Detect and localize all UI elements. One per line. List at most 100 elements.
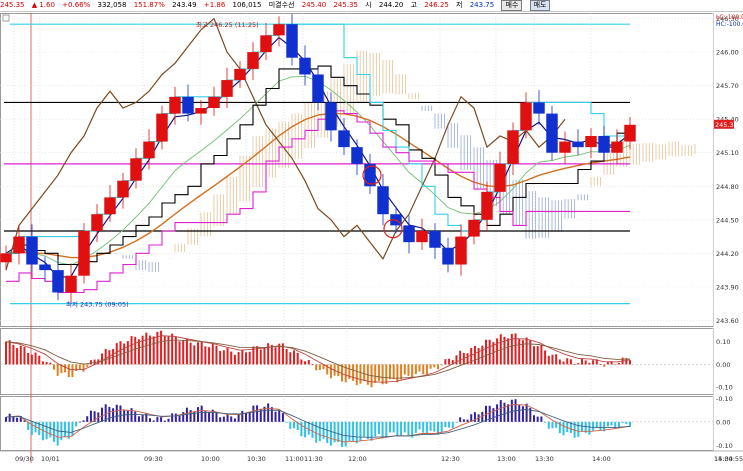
candle-body <box>364 163 376 187</box>
osc-bar <box>193 345 196 365</box>
osc-bar <box>518 404 521 422</box>
osc-bar <box>614 421 617 430</box>
osc-bar <box>137 339 140 365</box>
osc-bar <box>5 417 7 422</box>
osc-bar <box>540 345 543 365</box>
osc-bar <box>289 352 292 365</box>
osc-bar <box>558 421 561 434</box>
osc-bar <box>263 347 266 365</box>
osc-bar <box>82 420 85 422</box>
osc-bar <box>204 411 207 422</box>
osc-bar <box>204 346 207 365</box>
osc-bar <box>145 332 148 365</box>
osc-bar <box>422 421 425 433</box>
osc-bar <box>547 355 550 365</box>
osc-bar <box>30 421 33 436</box>
candle <box>598 125 610 161</box>
open-label: 시 <box>365 1 372 9</box>
osc-bar <box>27 421 30 430</box>
osc-bar <box>418 364 421 372</box>
osc-bar <box>41 361 44 365</box>
osc-bar <box>337 421 340 443</box>
osc-bar <box>315 421 318 443</box>
osc-bar <box>219 417 222 422</box>
candle <box>247 42 259 81</box>
osc-bar <box>377 421 380 435</box>
osc-bar <box>455 421 458 423</box>
osc-bar <box>555 354 558 365</box>
osc-bar <box>466 419 469 422</box>
open-interest: 106,015 <box>232 1 262 9</box>
osc-bar <box>588 362 591 365</box>
osc-bar <box>252 346 255 365</box>
candle <box>208 86 220 116</box>
osc-bar <box>385 421 388 438</box>
osc-bar <box>197 342 199 365</box>
osc-bar <box>56 421 59 446</box>
osc-bar <box>577 363 580 365</box>
candle <box>156 105 168 150</box>
osc-y-tick-label: 0.00 <box>716 361 730 369</box>
candle-body <box>377 186 389 215</box>
osc-bar <box>610 361 613 365</box>
osc-bar <box>485 339 487 365</box>
osc-bar <box>411 421 414 438</box>
osc-bar <box>104 404 107 422</box>
osc-bar <box>237 352 240 365</box>
osc-bar <box>525 403 528 422</box>
candle-body <box>13 236 25 254</box>
candle-body <box>286 24 298 58</box>
osc-bar <box>540 416 543 422</box>
osc-bar <box>344 421 347 447</box>
osc-bar <box>503 402 506 422</box>
osc-bar <box>547 421 550 429</box>
osc-bar <box>473 412 476 422</box>
candle <box>130 148 142 189</box>
osc-bar <box>496 404 499 422</box>
candle <box>39 256 51 282</box>
osc-bar <box>71 364 74 378</box>
y-tick-label: 244.20 <box>716 250 739 258</box>
osc-bar <box>137 416 140 422</box>
high-value: 246.25 <box>424 1 449 9</box>
osc-bar <box>433 364 436 368</box>
osc-bar <box>259 349 262 365</box>
osc-bar <box>245 352 247 365</box>
osc-bar <box>617 362 620 365</box>
buy-button[interactable]: 매수 <box>501 0 523 11</box>
osc-bar <box>278 343 281 365</box>
sell-button[interactable]: 매도 <box>529 0 551 11</box>
osc-bar <box>126 341 129 365</box>
osc-bar <box>12 416 15 422</box>
osc-bar <box>248 351 251 365</box>
osc-bar <box>86 416 89 422</box>
current-value: 245.35 <box>333 1 358 9</box>
osc-bar <box>396 421 399 437</box>
osc-bar <box>621 421 624 423</box>
candle <box>455 224 467 276</box>
prev-change: +1.86 <box>203 1 226 9</box>
candle-body <box>117 180 129 198</box>
candle-body <box>520 102 532 131</box>
osc-signal-line-2 <box>5 408 631 438</box>
osc-bar <box>625 358 628 365</box>
osc-bar <box>53 364 55 370</box>
candle <box>572 129 584 155</box>
x-tick-label: 11:00 <box>285 455 304 463</box>
osc-bar <box>603 364 606 367</box>
candle <box>52 260 64 301</box>
oscillator-1 <box>0 330 713 388</box>
osc-signal-line-1 <box>5 404 631 443</box>
candle <box>260 23 272 60</box>
osc-bar <box>182 340 185 365</box>
osc-bar <box>86 364 89 367</box>
osc-bar <box>174 413 177 422</box>
x-tick-label: 11:30 <box>304 455 323 463</box>
candle-body <box>260 35 272 53</box>
osc-bar <box>248 411 251 422</box>
osc-bar <box>536 416 539 422</box>
osc-bar <box>485 405 487 422</box>
candle-body <box>299 57 311 75</box>
osc-bar <box>562 421 565 436</box>
osc-bar <box>8 413 11 422</box>
